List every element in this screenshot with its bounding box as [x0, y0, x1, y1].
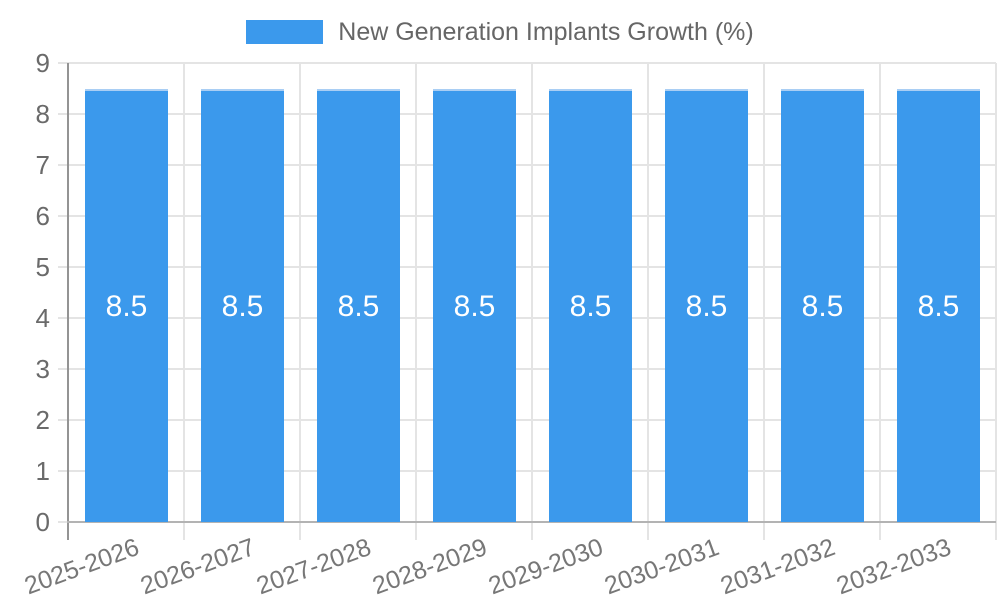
x-axis-tick-label: 2025-2026 — [21, 533, 144, 600]
y-axis-tick-label: 3 — [35, 354, 50, 384]
y-gridline — [58, 419, 996, 421]
chart-legend[interactable]: New Generation Implants Growth (%) — [0, 18, 1000, 46]
x-axis-tick-label: 2030-2031 — [601, 533, 724, 600]
bar[interactable]: 8.5 — [85, 89, 168, 522]
y-axis-tick-label: 4 — [35, 303, 50, 333]
bar-value-label: 8.5 — [337, 289, 380, 323]
bar[interactable]: 8.5 — [781, 89, 864, 522]
y-gridline — [58, 215, 996, 217]
y-axis-tick-label: 6 — [35, 201, 50, 231]
x-axis-tick-label: 2031-2032 — [717, 533, 840, 600]
bar[interactable]: 8.5 — [201, 89, 284, 522]
x-gridline — [879, 63, 881, 540]
x-gridline — [995, 63, 997, 540]
bar-value-label: 8.5 — [569, 289, 612, 323]
bar-value-label: 8.5 — [801, 289, 844, 323]
y-axis-line — [67, 63, 69, 540]
x-axis-tick-label: 2032-2033 — [833, 533, 956, 600]
bar[interactable]: 8.5 — [665, 89, 748, 522]
bar-value-label: 8.5 — [685, 289, 728, 323]
y-gridline — [58, 266, 996, 268]
x-gridline — [531, 63, 533, 540]
y-gridline — [58, 470, 996, 472]
bar[interactable]: 8.5 — [549, 89, 632, 522]
legend-swatch — [246, 20, 324, 44]
y-axis-tick-label: 2 — [35, 405, 50, 435]
y-axis-tick-label: 9 — [35, 48, 50, 78]
x-axis-tick-label: 2029-2030 — [485, 533, 608, 600]
y-axis-tick-label: 0 — [35, 507, 50, 537]
bar-value-label: 8.5 — [105, 289, 148, 323]
bar[interactable]: 8.5 — [317, 89, 400, 522]
x-gridline — [647, 63, 649, 540]
y-gridline — [58, 62, 996, 64]
bar-value-label: 8.5 — [917, 289, 960, 323]
y-axis-tick-label: 1 — [35, 456, 50, 486]
bar-value-label: 8.5 — [453, 289, 496, 323]
y-axis-tick-label: 5 — [35, 252, 50, 282]
x-gridline — [763, 63, 765, 540]
y-axis-tick-label: 7 — [35, 150, 50, 180]
x-axis-tick-label: 2028-2029 — [369, 533, 492, 600]
y-gridline — [58, 113, 996, 115]
x-gridline — [415, 63, 417, 540]
x-axis-line — [67, 521, 996, 523]
legend-label: New Generation Implants Growth (%) — [338, 18, 754, 46]
x-gridline — [299, 63, 301, 540]
y-axis-tick-label: 8 — [35, 99, 50, 129]
y-gridline — [58, 317, 996, 319]
x-axis-tick-label: 2026-2027 — [137, 533, 260, 600]
x-gridline — [183, 63, 185, 540]
bar-value-label: 8.5 — [221, 289, 264, 323]
bar[interactable]: 8.5 — [433, 89, 516, 522]
y-gridline — [58, 368, 996, 370]
y-gridline — [58, 164, 996, 166]
bar[interactable]: 8.5 — [897, 89, 980, 522]
x-axis-tick-label: 2027-2028 — [253, 533, 376, 600]
